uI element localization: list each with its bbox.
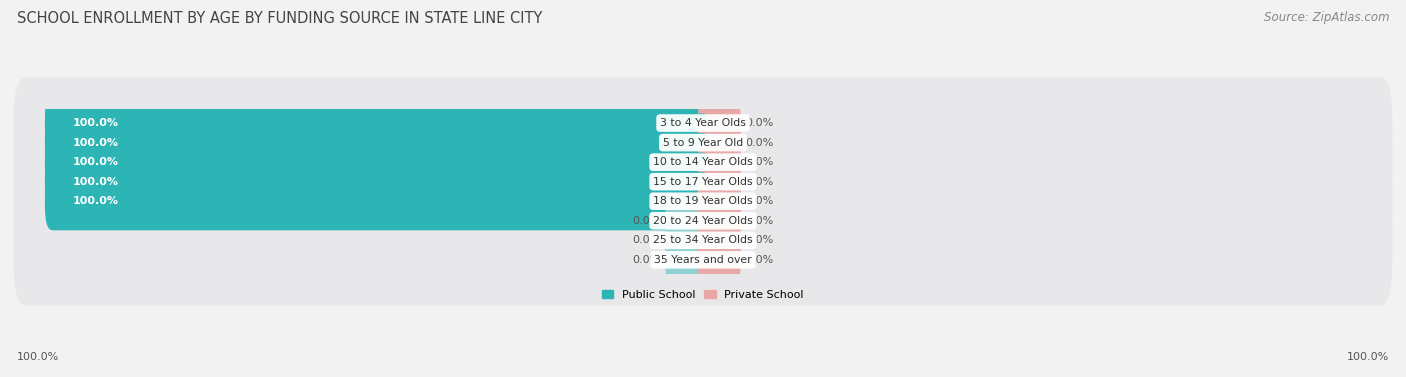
Text: 100.0%: 100.0% [17, 352, 59, 362]
Text: 100.0%: 100.0% [1347, 352, 1389, 362]
FancyBboxPatch shape [697, 121, 741, 164]
Text: 3 to 4 Year Olds: 3 to 4 Year Olds [659, 118, 747, 128]
Text: 0.0%: 0.0% [745, 196, 773, 206]
Text: 100.0%: 100.0% [72, 196, 118, 206]
FancyBboxPatch shape [14, 195, 1392, 286]
Text: Source: ZipAtlas.com: Source: ZipAtlas.com [1264, 11, 1389, 24]
Text: 0.0%: 0.0% [745, 177, 773, 187]
FancyBboxPatch shape [45, 113, 711, 172]
Text: 10 to 14 Year Olds: 10 to 14 Year Olds [654, 157, 752, 167]
Text: 0.0%: 0.0% [745, 138, 773, 148]
Text: 18 to 19 Year Olds: 18 to 19 Year Olds [654, 196, 752, 206]
Legend: Public School, Private School: Public School, Private School [598, 285, 808, 304]
Text: 35 Years and over: 35 Years and over [654, 255, 752, 265]
FancyBboxPatch shape [45, 133, 711, 191]
Text: SCHOOL ENROLLMENT BY AGE BY FUNDING SOURCE IN STATE LINE CITY: SCHOOL ENROLLMENT BY AGE BY FUNDING SOUR… [17, 11, 543, 26]
FancyBboxPatch shape [697, 102, 741, 144]
FancyBboxPatch shape [14, 77, 1392, 169]
FancyBboxPatch shape [14, 155, 1392, 247]
FancyBboxPatch shape [665, 219, 709, 262]
FancyBboxPatch shape [697, 160, 741, 203]
Text: 0.0%: 0.0% [633, 216, 661, 226]
Text: 15 to 17 Year Olds: 15 to 17 Year Olds [654, 177, 752, 187]
FancyBboxPatch shape [45, 94, 711, 152]
Text: 0.0%: 0.0% [745, 157, 773, 167]
Text: 100.0%: 100.0% [72, 157, 118, 167]
Text: 100.0%: 100.0% [72, 138, 118, 148]
FancyBboxPatch shape [14, 214, 1392, 306]
FancyBboxPatch shape [697, 141, 741, 184]
FancyBboxPatch shape [697, 180, 741, 222]
FancyBboxPatch shape [14, 136, 1392, 227]
Text: 100.0%: 100.0% [72, 118, 118, 128]
FancyBboxPatch shape [697, 239, 741, 281]
Text: 0.0%: 0.0% [633, 255, 661, 265]
Text: 0.0%: 0.0% [745, 255, 773, 265]
Text: 20 to 24 Year Olds: 20 to 24 Year Olds [654, 216, 752, 226]
FancyBboxPatch shape [45, 172, 711, 230]
FancyBboxPatch shape [14, 175, 1392, 267]
FancyBboxPatch shape [665, 239, 709, 281]
Text: 0.0%: 0.0% [745, 118, 773, 128]
FancyBboxPatch shape [45, 153, 711, 211]
Text: 0.0%: 0.0% [633, 235, 661, 245]
Text: 0.0%: 0.0% [745, 235, 773, 245]
Text: 0.0%: 0.0% [745, 216, 773, 226]
Text: 100.0%: 100.0% [72, 177, 118, 187]
FancyBboxPatch shape [665, 199, 709, 242]
Text: 25 to 34 Year Olds: 25 to 34 Year Olds [654, 235, 752, 245]
Text: 5 to 9 Year Old: 5 to 9 Year Old [662, 138, 744, 148]
FancyBboxPatch shape [697, 199, 741, 242]
FancyBboxPatch shape [14, 97, 1392, 188]
FancyBboxPatch shape [14, 116, 1392, 208]
FancyBboxPatch shape [697, 219, 741, 262]
